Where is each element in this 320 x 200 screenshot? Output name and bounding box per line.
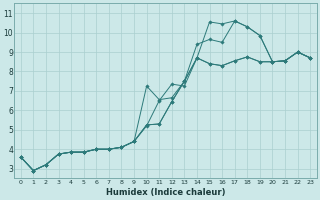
X-axis label: Humidex (Indice chaleur): Humidex (Indice chaleur) bbox=[106, 188, 225, 197]
